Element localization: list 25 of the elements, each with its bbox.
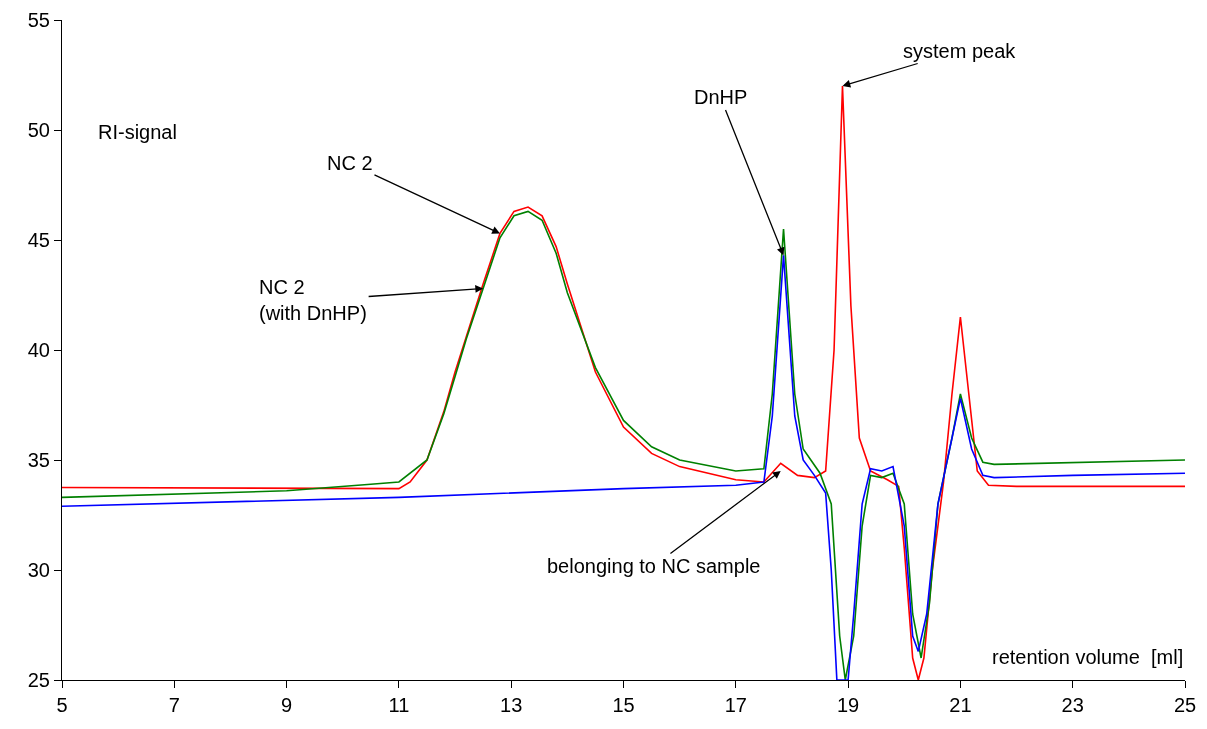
y-tick-label: 35: [27, 449, 50, 471]
annotation: system peak: [903, 40, 1017, 62]
x-axis-title: retention volume [ml]: [992, 646, 1184, 668]
x-tick-label: 13: [500, 694, 523, 716]
y-tick-label: 40: [27, 339, 50, 361]
y-tick-label: 25: [27, 669, 50, 691]
x-tick-label: 15: [612, 694, 635, 716]
y-tick-label: 50: [27, 119, 50, 141]
annotation: NC 2: [327, 152, 373, 174]
annotation: belonging to NC sample: [547, 555, 761, 577]
x-tick-label: 23: [1061, 694, 1084, 716]
annotation: DnHP: [694, 86, 748, 108]
x-tick-label: 19: [836, 694, 860, 716]
x-tick-label: 9: [281, 694, 293, 716]
y-tick-label: 30: [27, 559, 50, 581]
y-tick-label: 55: [27, 9, 50, 31]
y-tick-label: 45: [27, 229, 50, 251]
x-tick-label: 17: [724, 694, 747, 716]
annotation: NC 2 (with DnHP): [259, 276, 367, 324]
x-tick-label: 7: [168, 694, 180, 716]
y-axis-title: RI-signal: [98, 121, 177, 143]
x-tick-label: 21: [949, 694, 972, 716]
x-tick-label: 5: [56, 694, 68, 716]
x-tick-label: 11: [388, 694, 410, 716]
x-tick-label: 25: [1173, 694, 1197, 716]
